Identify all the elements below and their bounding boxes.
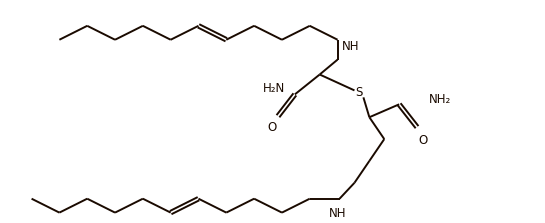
Text: H₂N: H₂N	[263, 82, 285, 95]
Text: O: O	[419, 134, 428, 147]
Text: NH: NH	[342, 40, 359, 53]
Text: NH₂: NH₂	[429, 93, 451, 106]
Text: O: O	[268, 121, 277, 134]
Text: S: S	[356, 86, 363, 99]
Text: NH: NH	[329, 207, 346, 220]
